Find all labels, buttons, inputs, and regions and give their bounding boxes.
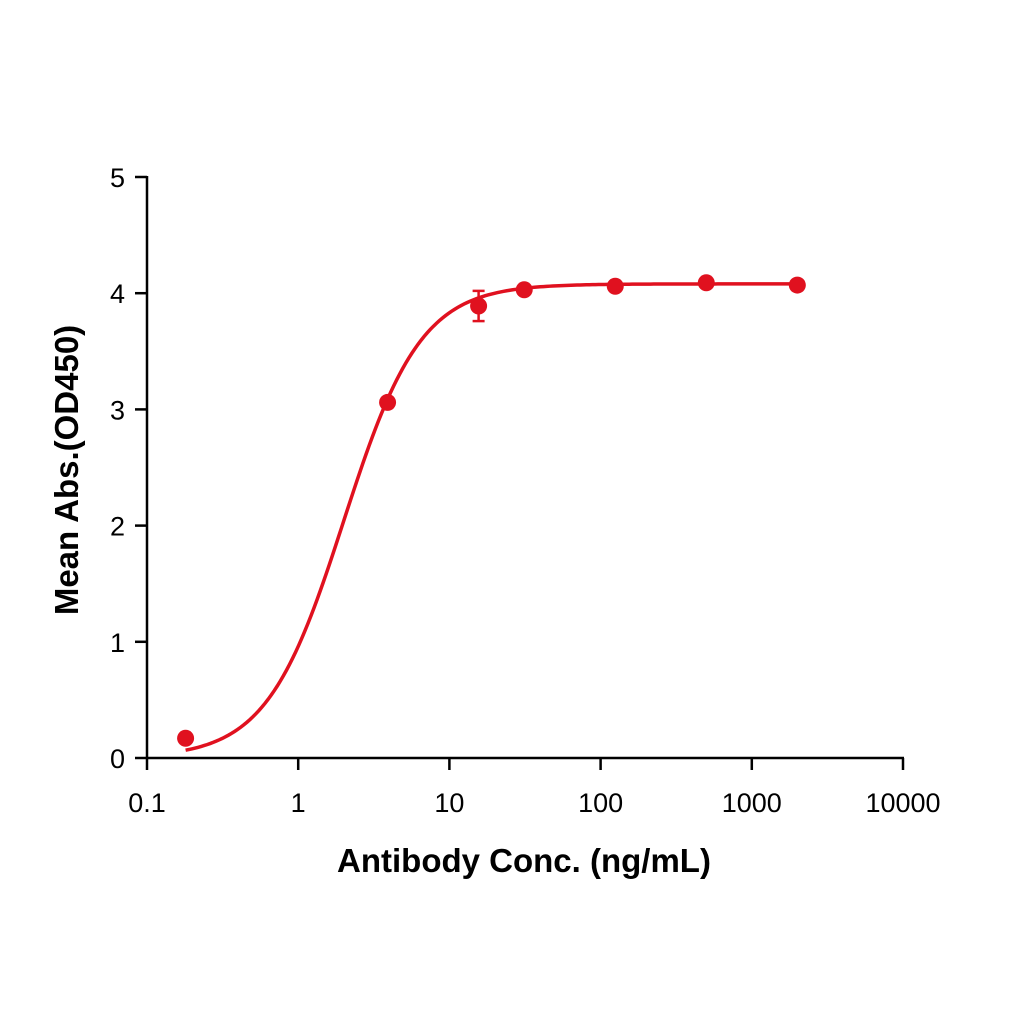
x-tick-label: 10 [434,788,464,818]
plot-area [177,274,806,752]
y-axis-title: Mean Abs.(OD450) [48,325,85,615]
y-tick-label: 1 [110,628,125,658]
x-axis-title: Antibody Conc. (ng/mL) [337,842,711,879]
data-point [697,274,715,292]
y-tick-label: 3 [110,395,125,425]
x-tick-label: 10000 [865,788,940,818]
x-tick-label: 100 [578,788,623,818]
x-tick-label: 0.1 [128,788,166,818]
data-point [470,297,488,315]
data-point [379,393,397,411]
data-point [606,277,624,295]
x-tick-label: 1000 [722,788,782,818]
y-tick-label: 2 [110,512,125,542]
y-tick-label: 0 [110,744,125,774]
y-axis-ticks: 0 1 2 3 4 5 [110,163,147,774]
x-axis-ticks: 0.1 1 10 100 1000 10000 [128,758,941,818]
data-point [177,729,195,747]
data-point [788,276,806,294]
x-tick-label: 1 [291,788,306,818]
data-point [515,281,533,299]
y-tick-label: 5 [110,163,125,193]
fit-curve [185,282,798,752]
axes [145,176,904,760]
y-tick-label: 4 [110,279,125,309]
